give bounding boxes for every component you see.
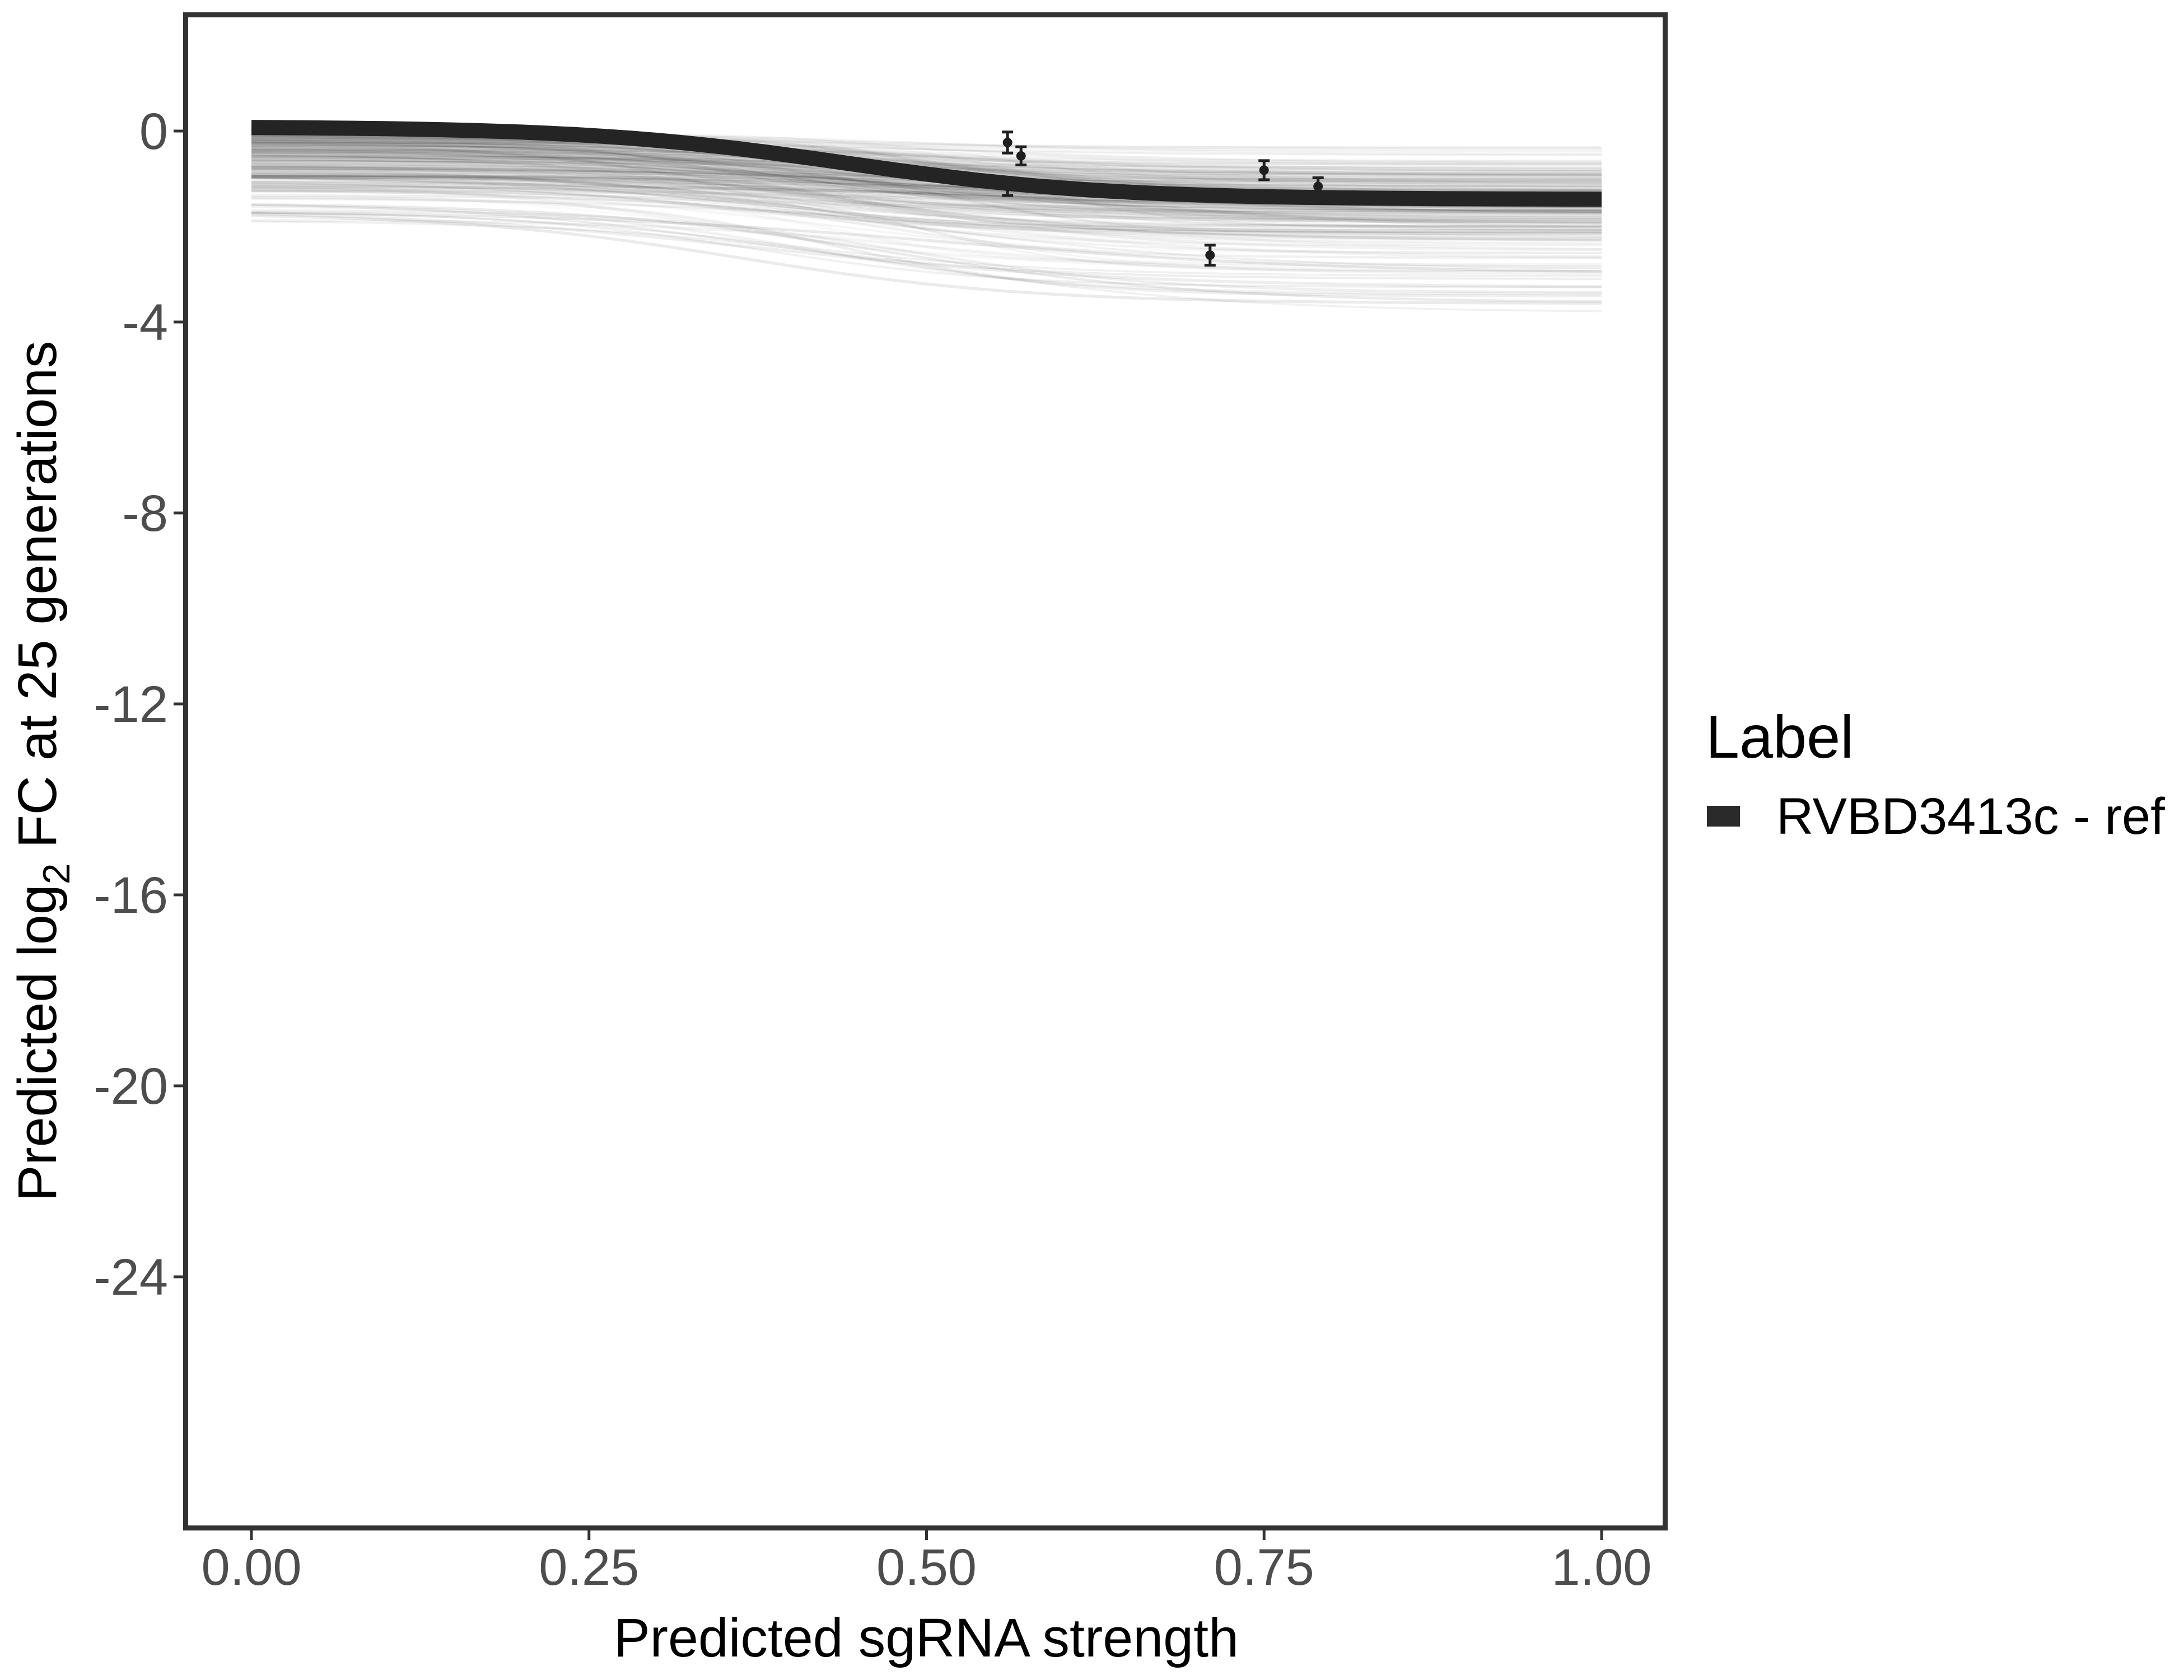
posterior-curve	[251, 165, 1602, 220]
posterior-curve	[251, 149, 1602, 221]
posterior-curve	[251, 149, 1602, 235]
legend-entry-label: RVBD3413c - ref	[1776, 788, 2165, 845]
posterior-curve	[251, 148, 1602, 176]
data-point	[1205, 250, 1215, 260]
posterior-curve	[251, 175, 1602, 208]
x-tick-label: 1.00	[1551, 1539, 1651, 1596]
plot-panel	[183, 12, 1668, 1530]
legend: Label RVBD3413c - ref	[1706, 703, 2165, 845]
panel-border	[183, 12, 1668, 1530]
x-tick-label: 0.00	[201, 1539, 301, 1596]
posterior-curve	[251, 160, 1602, 234]
data-point	[1259, 165, 1269, 175]
x-tick-labels: 0.00 0.25 0.50 0.75 1.00	[201, 1539, 1651, 1596]
posterior-curve	[251, 143, 1602, 171]
error-bar-point	[1258, 159, 1270, 181]
posterior-curve	[251, 150, 1602, 220]
posterior-curve	[251, 182, 1602, 234]
legend-title: Label	[1706, 703, 1854, 771]
posterior-curve	[251, 160, 1602, 209]
posterior-curve	[251, 180, 1602, 224]
posterior-curve	[251, 133, 1602, 176]
posterior-curve	[251, 155, 1602, 238]
error-bar-point	[1204, 244, 1216, 267]
legend-key-line-icon	[1707, 806, 1740, 827]
x-axis: 0.00 0.25 0.50 0.75 1.00 Predicted sgRNA str…	[201, 1530, 1652, 1668]
y-tick-label: -24	[94, 1249, 168, 1306]
posterior-curve	[251, 212, 1602, 288]
x-tick-label: 0.50	[876, 1539, 977, 1596]
posterior-curve	[251, 177, 1602, 231]
posterior-curve	[251, 219, 1602, 276]
data-point	[1313, 181, 1323, 192]
posterior-curve	[251, 203, 1602, 303]
x-tick-marks	[250, 1530, 1603, 1540]
posterior-curve	[251, 211, 1602, 288]
y-tick-label: -8	[122, 485, 168, 542]
posterior-curve	[251, 209, 1602, 294]
posterior-curve	[251, 142, 1602, 162]
y-tick-label: -16	[94, 867, 168, 924]
posterior-curve	[251, 176, 1602, 239]
posterior-curve	[251, 194, 1602, 259]
y-tick-label: -20	[94, 1058, 168, 1115]
posterior-curve	[251, 177, 1602, 227]
posterior-curve	[251, 152, 1602, 223]
posterior-curve	[251, 212, 1602, 277]
posterior-curve	[251, 160, 1602, 230]
data-point	[1016, 151, 1026, 161]
x-tick-label: 0.25	[539, 1539, 639, 1596]
y-tick-label: -4	[122, 294, 168, 351]
posterior-curve	[251, 205, 1602, 296]
error-bar-point	[1002, 130, 1014, 155]
posterior-curve	[251, 141, 1602, 185]
posterior-curve	[251, 175, 1602, 259]
posterior-curve	[251, 171, 1602, 247]
posterior-curve	[251, 146, 1602, 175]
posterior-curve	[251, 189, 1602, 213]
posterior-curve	[251, 166, 1602, 213]
data-point	[1002, 137, 1012, 147]
posterior-curve	[251, 186, 1602, 273]
posterior-curve	[251, 143, 1602, 165]
reference-curve	[251, 120, 1602, 207]
posterior-curve	[251, 170, 1602, 214]
y-tick-label: 0	[139, 103, 168, 160]
posterior-curve	[251, 155, 1602, 211]
posterior-curve	[251, 166, 1602, 251]
posterior-curve	[251, 203, 1602, 280]
error-bar-point	[1015, 145, 1027, 167]
posterior-curve	[251, 159, 1602, 212]
y-tick-labels: 0 -4 -8 -12 -16 -20 -24	[94, 103, 168, 1306]
posterior-curve	[251, 195, 1602, 297]
posterior-curve	[251, 165, 1602, 212]
posterior-curve	[251, 139, 1602, 156]
panel-background	[183, 12, 1668, 1530]
posterior-curve	[251, 190, 1602, 270]
posterior-curve	[251, 220, 1602, 312]
y-tick-label: -12	[94, 676, 168, 733]
posterior-curve	[251, 176, 1602, 241]
y-axis-title: Predicted log2 FC at 25 generations	[7, 341, 78, 1202]
posterior-curve	[251, 167, 1602, 223]
posterior-curve	[251, 214, 1602, 305]
posterior-curve	[251, 211, 1602, 273]
y-tick-marks	[174, 129, 183, 1278]
y-axis: 0 -4 -8 -12 -16 -20 -24 Predicted log2 FC at 2…	[7, 103, 183, 1306]
posterior-curve	[251, 197, 1602, 241]
posterior-curve	[251, 148, 1602, 185]
x-axis-title: Predicted sgRNA strength	[614, 1607, 1239, 1668]
x-tick-label: 0.75	[1214, 1539, 1314, 1596]
posterior-curve	[251, 147, 1602, 176]
posterior-curve	[251, 136, 1602, 214]
